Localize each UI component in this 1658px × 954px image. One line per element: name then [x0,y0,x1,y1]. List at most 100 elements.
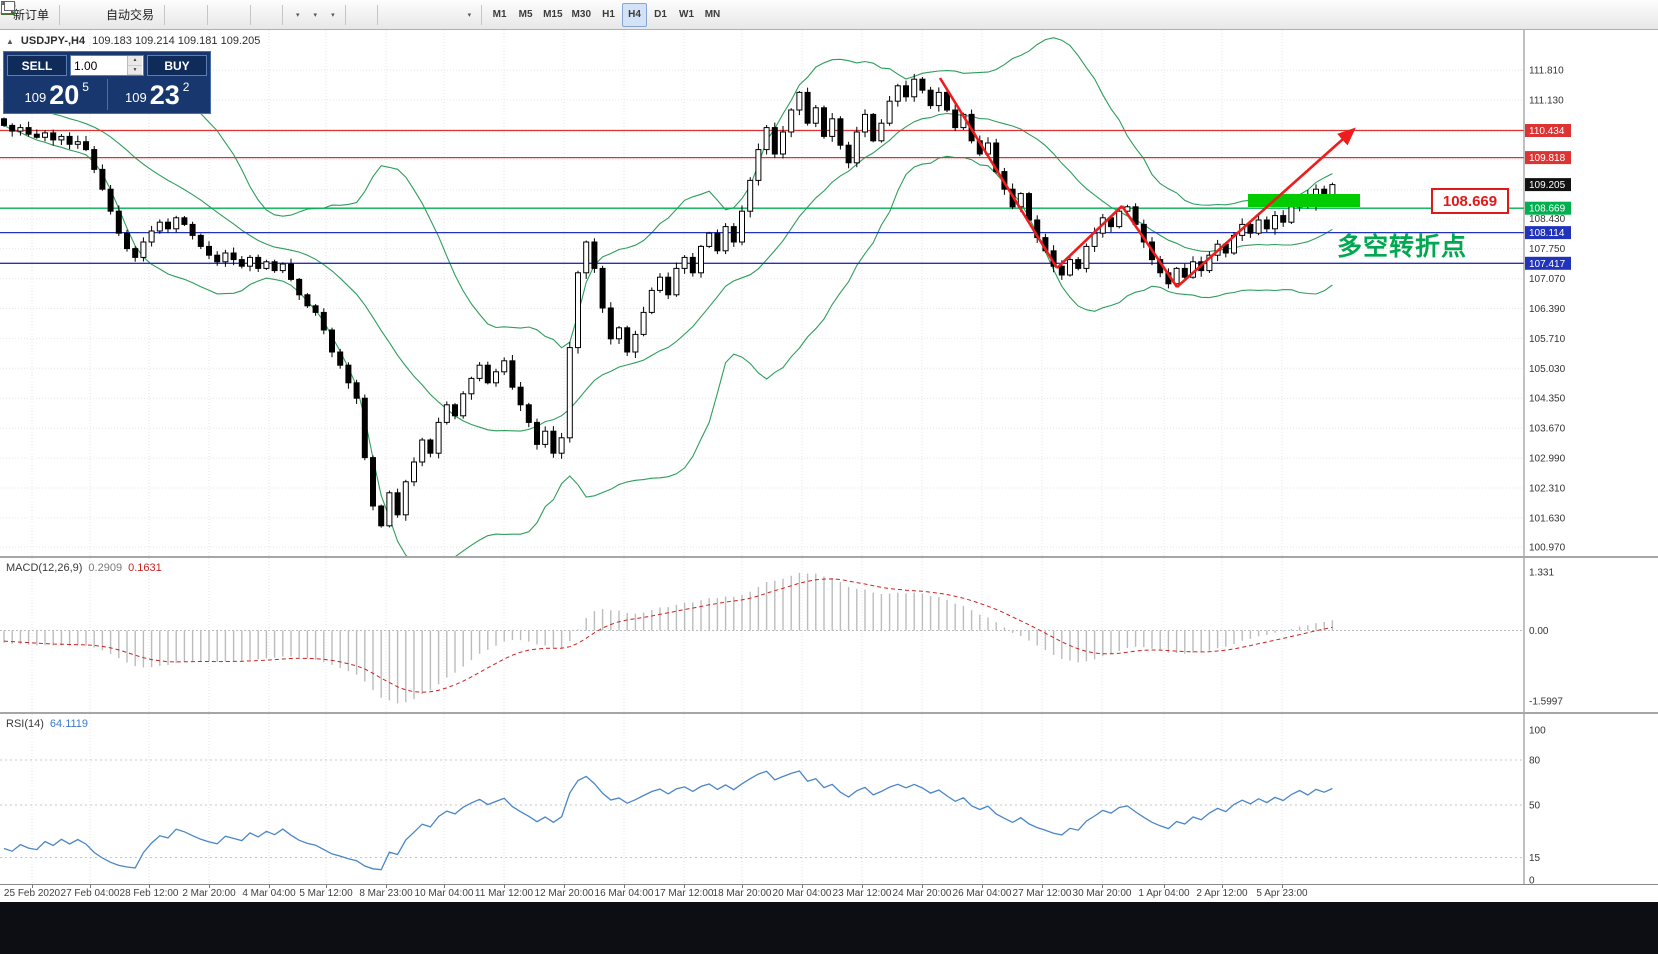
time-tick [1102,885,1103,888]
price-divider [106,79,108,110]
time-tick [1282,885,1283,888]
tile-windows-button[interactable] [1,1,245,27]
time-tick [269,885,270,888]
volume-down-button[interactable]: ▼ [128,65,142,75]
indicators-button[interactable]: ▾ [1,2,305,27]
time-tick [90,885,91,888]
bar-chart-button[interactable] [2,1,180,27]
templates-button[interactable]: ▾ [1,2,340,27]
macd-signal-value: 0.1631 [128,562,162,574]
buy-button[interactable]: BUY [147,55,207,76]
buy-price-prefix: 109 [125,90,147,105]
tf-h1-button-label: H1 [602,9,615,20]
autotrading-button[interactable]: 自动交易 [3,1,159,27]
buy-price[interactable]: 109 23 2 [108,79,208,110]
text-button[interactable]: A [3,1,459,27]
time-label: 18 Mar 20:00 [712,888,772,899]
search-button[interactable] [1,1,1642,27]
macd-panel-splitter[interactable] [0,556,1658,558]
tf-m1-button[interactable]: M1 [487,3,512,27]
support-zone-highlight[interactable] [1248,194,1360,207]
rsi-panel-splitter[interactable] [0,712,1658,714]
sell-price[interactable]: 109 20 5 [7,79,107,110]
chart-shift-button[interactable] [2,2,277,27]
svg-text:1.331: 1.331 [1529,567,1554,578]
time-tick [386,885,387,888]
svg-text:106.390: 106.390 [1529,304,1566,315]
ohlc-values: 109.183 109.214 109.181 109.205 [92,35,261,47]
window-list-button[interactable] [1,1,1653,27]
chevron-down-icon: ▾ [296,11,300,19]
chevron-down-icon: ▾ [331,11,335,19]
line-chart-button[interactable] [0,2,202,27]
time-label: 4 Mar 04:00 [242,888,296,899]
toolbar-separator [250,4,252,25]
auto-scroll-button[interactable] [2,2,266,27]
zoom-out-button[interactable] [1,1,234,27]
time-label: 28 Feb 12:00 [119,888,179,899]
volume-input[interactable] [71,56,127,75]
svg-text:105.710: 105.710 [1529,334,1566,345]
time-label: 5 Apr 23:00 [1256,888,1308,899]
sell-price-big: 20 [49,80,80,110]
sell-price-prefix: 109 [24,90,47,105]
time-label: 11 Mar 12:00 [474,888,534,899]
svg-text:108.669: 108.669 [1529,204,1566,215]
tf-h4-button[interactable]: H4 [622,2,647,27]
time-tick [326,885,327,888]
sell-button[interactable]: SELL [7,55,67,76]
time-axis[interactable]: 25 Feb 2020 27 Feb 04:00 28 Feb 12:00 2 Mar… [0,884,1658,902]
current-price-tag [1525,178,1571,192]
zoom-in-button[interactable] [1,1,223,27]
time-label: 26 Mar 04:00 [952,888,1012,899]
svg-text:108.114: 108.114 [1529,228,1565,239]
tf-d1-button[interactable]: D1 [648,3,673,27]
time-label: 1 Apr 04:00 [1138,888,1190,899]
trend-zigzag[interactable] [938,77,1356,288]
svg-text:80: 80 [1529,756,1541,767]
crosshair-button[interactable] [1,1,372,27]
periods-button[interactable]: ▾ [1,1,323,27]
print-button[interactable] [2,1,86,27]
trendline-button[interactable] [0,1,415,27]
bollinger-bands [3,37,1333,556]
shapes-button[interactable] [1,1,448,27]
svg-text:111.130: 111.130 [1529,95,1564,106]
arrows-button[interactable]: ▾ [1,1,477,27]
horizontal-line-button[interactable] [1,3,404,27]
tf-m15-button[interactable]: M15 [539,3,566,27]
tf-m1-button-label: M1 [492,9,507,20]
tf-m5-button[interactable]: M5 [513,3,538,27]
tf-w1-button[interactable]: W1 [674,3,699,27]
time-tick [1164,885,1165,888]
chart-tools-button[interactable] [1,0,75,27]
tf-m30-button[interactable]: M30 [568,3,595,27]
mail-button[interactable] [1,3,97,27]
svg-text:104.350: 104.350 [1529,394,1566,405]
time-label: 16 Mar 04:00 [594,888,654,899]
annotation-text[interactable]: 多空转折点 [1337,233,1468,261]
time-label: 23 Mar 12:00 [832,888,892,899]
volume-up-button[interactable]: ▲ [128,56,142,66]
macd-signal-line [3,578,1333,693]
time-tick [504,885,505,888]
price-chart[interactable]: 111.810 111.130 108.430 107.750 107.070 106.3… [0,30,1658,556]
tf-d1-button-label: D1 [654,9,667,20]
macd-chart[interactable]: 1.331 0.00 -1.5997 [0,558,1658,712]
rsi-chart[interactable]: 100 80 50 15 0 [0,714,1658,884]
svg-text:0: 0 [1529,876,1535,885]
tf-h1-button[interactable]: H1 [596,3,621,27]
candlestick-chart-button[interactable] [2,1,191,27]
svg-text:109.818: 109.818 [1529,153,1566,164]
svg-text:100.970: 100.970 [1529,543,1566,554]
rsi-panel: 100 80 50 15 0 RSI(14) 64.1119 [0,714,1658,884]
rsi-line [3,770,1333,871]
time-tick [862,885,863,888]
price-callout[interactable]: 108.669 [1431,188,1509,214]
vertical-line-button[interactable] [7,1,393,27]
channel-button[interactable] [1,1,426,27]
time-label: 27 Feb 04:00 [60,888,120,899]
tf-mn-button[interactable]: MN [700,3,725,27]
fibonacci-button[interactable] [1,2,437,27]
cursor-button[interactable] [5,1,361,27]
